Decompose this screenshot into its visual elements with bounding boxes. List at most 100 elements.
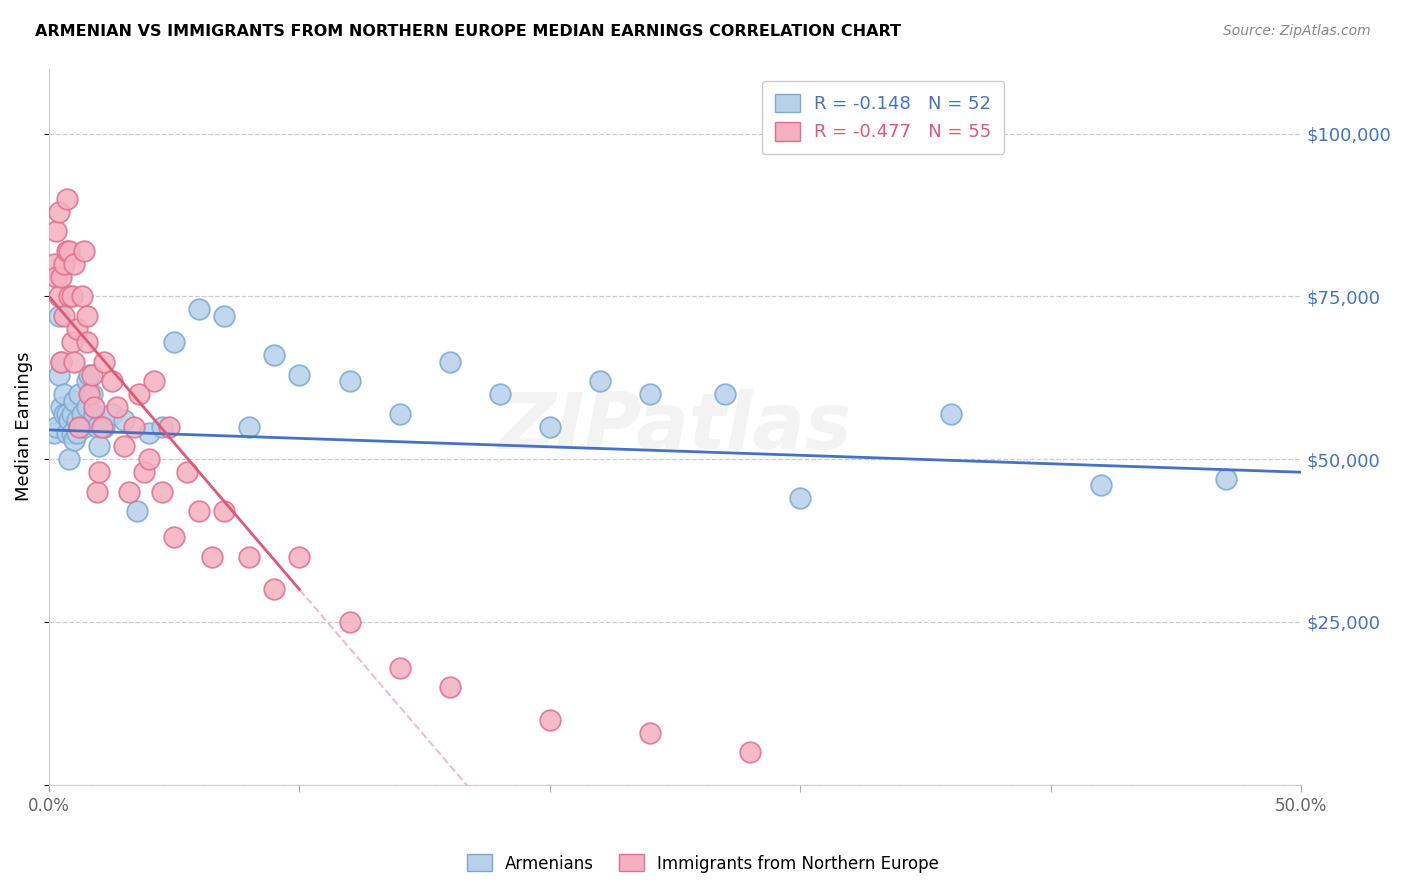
Point [63, 257, 86, 271]
Point [45, 269, 67, 284]
Point [60, 426, 83, 441]
Point [51, 269, 73, 284]
Point [60, 407, 83, 421]
Point [51, 354, 73, 368]
Point [214, 309, 236, 323]
Point [87, 465, 110, 479]
Point [60, 289, 83, 303]
Point [55, 244, 77, 258]
Point [112, 439, 135, 453]
Point [76, 400, 98, 414]
Point [55, 426, 77, 441]
Point [150, 484, 173, 499]
Point [70, 289, 93, 303]
Point [488, 387, 510, 401]
Point [63, 354, 86, 368]
Point [638, 725, 661, 739]
Point [86, 419, 108, 434]
Point [157, 419, 180, 434]
Point [138, 452, 160, 467]
Point [589, 374, 612, 388]
Point [53, 387, 76, 401]
Point [134, 465, 156, 479]
Legend: Armenians, Immigrants from Northern Europe: Armenians, Immigrants from Northern Euro… [460, 847, 946, 880]
Point [339, 615, 361, 629]
Point [740, 745, 762, 759]
Point [201, 549, 224, 564]
Point [1090, 478, 1112, 492]
Point [100, 374, 122, 388]
Point [163, 334, 186, 349]
Point [87, 439, 110, 453]
Point [76, 334, 98, 349]
Point [48, 368, 70, 382]
Point [58, 289, 80, 303]
Point [439, 680, 461, 694]
Point [80, 387, 103, 401]
Point [263, 348, 285, 362]
Point [105, 400, 128, 414]
Point [163, 530, 186, 544]
Point [128, 387, 150, 401]
Point [45, 419, 67, 434]
Point [638, 387, 661, 401]
Point [122, 419, 145, 434]
Point [263, 582, 285, 597]
Text: ZIPatlas: ZIPatlas [499, 389, 851, 465]
Point [83, 407, 105, 421]
Point [77, 368, 100, 382]
Point [48, 289, 70, 303]
Point [42, 257, 65, 271]
Point [53, 257, 76, 271]
Point [288, 549, 311, 564]
Point [112, 413, 135, 427]
Point [93, 419, 115, 434]
Y-axis label: Median Earnings: Median Earnings [15, 351, 32, 501]
Point [714, 387, 737, 401]
Point [65, 413, 87, 427]
Point [388, 660, 411, 674]
Point [439, 354, 461, 368]
Point [214, 504, 236, 518]
Point [538, 713, 561, 727]
Point [939, 407, 962, 421]
Point [176, 465, 198, 479]
Point [73, 419, 96, 434]
Point [188, 504, 211, 518]
Point [51, 400, 73, 414]
Point [65, 426, 87, 441]
Point [238, 549, 260, 564]
Point [73, 244, 96, 258]
Point [65, 322, 87, 336]
Point [118, 484, 141, 499]
Point [339, 374, 361, 388]
Point [1215, 472, 1237, 486]
Point [125, 504, 148, 518]
Point [70, 407, 93, 421]
Point [538, 419, 561, 434]
Text: ARMENIAN VS IMMIGRANTS FROM NORTHERN EUROPE MEDIAN EARNINGS CORRELATION CHART: ARMENIAN VS IMMIGRANTS FROM NORTHERN EUR… [35, 24, 901, 39]
Point [63, 433, 86, 447]
Point [67, 419, 90, 434]
Point [789, 491, 811, 506]
Point [58, 452, 80, 467]
Text: Source: ZipAtlas.com: Source: ZipAtlas.com [1223, 24, 1371, 38]
Point [288, 368, 311, 382]
Point [150, 419, 173, 434]
Point [76, 374, 98, 388]
Point [42, 426, 65, 441]
Point [58, 244, 80, 258]
Point [238, 419, 260, 434]
Point [55, 192, 77, 206]
Point [188, 302, 211, 317]
Point [90, 419, 112, 434]
Point [83, 400, 105, 414]
Point [77, 387, 100, 401]
Point [143, 374, 166, 388]
Point [58, 413, 80, 427]
Point [60, 334, 83, 349]
Point [86, 484, 108, 499]
Point [93, 354, 115, 368]
Point [80, 368, 103, 382]
Point [53, 309, 76, 323]
